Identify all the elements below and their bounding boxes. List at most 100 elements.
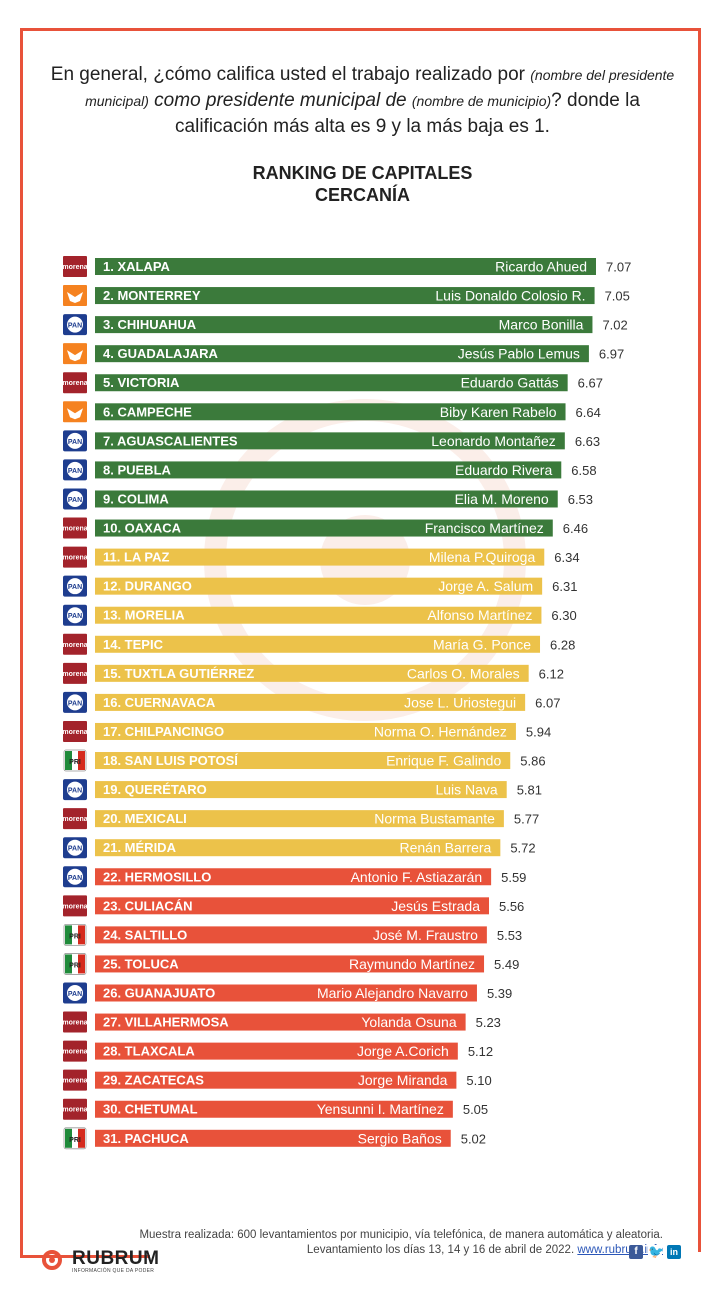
question-part-2: como presidente municipal de bbox=[154, 90, 407, 111]
bar-mayor-name: Jorge A.Corich bbox=[357, 1043, 449, 1059]
pan-logo-text: PAN bbox=[68, 991, 82, 998]
bar-city-label: 7. AGUASCALIENTES bbox=[103, 433, 238, 448]
bar-mayor-name: Luis Donaldo Colosio R. bbox=[435, 288, 585, 304]
morena-logo-icon: morena bbox=[62, 256, 88, 277]
pan-logo-circle bbox=[67, 461, 83, 478]
pri-logo-text: PRI bbox=[69, 1137, 81, 1144]
bar-value-label: 6.46 bbox=[563, 521, 588, 536]
bar-row: morena 27. VILLAHERMOSA Yolanda Osuna 5.23 bbox=[62, 1011, 501, 1033]
bar-row: morena 23. CULIACÁN Jesús Estrada 5.56 bbox=[62, 895, 524, 917]
pan-logo-icon: PAN bbox=[63, 488, 87, 510]
bar-value-label: 5.05 bbox=[463, 1102, 488, 1117]
morena-logo-icon: morena bbox=[62, 1011, 88, 1033]
pan-logo-icon: PAN bbox=[63, 866, 87, 888]
bar-city-label: 19. QUERÉTARO bbox=[103, 782, 207, 797]
pri-logo-icon: PRI bbox=[63, 1127, 87, 1150]
bar bbox=[95, 490, 558, 508]
bar-row: PAN 21. MÉRIDA Renán Barrera 5.72 bbox=[63, 837, 536, 859]
bar-row: morena 10. OAXACA Francisco Martínez 6.46 bbox=[62, 517, 588, 539]
bar-city-label: 4. GUADALAJARA bbox=[103, 346, 218, 361]
pan-logo-icon: PAN bbox=[63, 779, 87, 801]
pri-logo-text: PRI bbox=[69, 962, 81, 969]
bar-mayor-name: Renán Barrera bbox=[400, 840, 492, 856]
morena-logo-text: morena bbox=[62, 380, 87, 387]
bar-mayor-name: José M. Fraustro bbox=[373, 927, 478, 943]
bar-value-label: 6.97 bbox=[599, 347, 624, 362]
bar-city-label: 31. PACHUCA bbox=[103, 1131, 189, 1146]
pan-logo-text: PAN bbox=[68, 584, 82, 591]
pri-logo-green bbox=[65, 751, 72, 771]
bar bbox=[95, 403, 566, 421]
bar bbox=[95, 810, 504, 828]
pan-logo-circle bbox=[67, 432, 83, 449]
bar bbox=[95, 897, 489, 915]
bar bbox=[95, 374, 568, 392]
morena-logo-text: morena bbox=[62, 1078, 87, 1085]
bar-value-label: 6.53 bbox=[568, 492, 593, 507]
rubrum-logo: RUBRUM INFORMACIÓN QUE DA PODER bbox=[40, 1247, 170, 1277]
facebook-icon[interactable]: f bbox=[629, 1245, 643, 1259]
bar-city-label: 21. MÉRIDA bbox=[103, 840, 177, 855]
morena-logo-icon: morena bbox=[62, 633, 88, 655]
bar bbox=[95, 577, 543, 595]
mc-logo-bg bbox=[63, 401, 87, 423]
twitter-icon[interactable]: 🐦 bbox=[648, 1244, 665, 1259]
bar-mayor-name: Milena P.Quiroga bbox=[429, 549, 536, 565]
pri-logo-icon: PRI bbox=[63, 923, 87, 946]
bar-value-label: 6.30 bbox=[551, 608, 576, 623]
bar-value-label: 6.07 bbox=[535, 695, 560, 710]
bar-value-label: 6.12 bbox=[539, 666, 564, 681]
bar bbox=[95, 258, 596, 275]
bar bbox=[95, 606, 542, 624]
bar-city-label: 10. OAXACA bbox=[103, 521, 182, 536]
pan-logo-icon: PAN bbox=[63, 837, 87, 859]
bar-mayor-name: Elia M. Moreno bbox=[455, 491, 549, 507]
bar-row: PRI 31. PACHUCA Sergio Baños 5.02 bbox=[63, 1127, 486, 1150]
bar-value-label: 5.86 bbox=[520, 754, 545, 769]
bar-value-label: 5.77 bbox=[514, 812, 539, 827]
bar-row: PRI 24. SALTILLO José M. Fraustro 5.53 bbox=[63, 923, 522, 946]
bar-mayor-name: Antonio F. Astiazarán bbox=[351, 869, 483, 885]
bar-row: morena 11. LA PAZ Milena P.Quiroga 6.34 bbox=[62, 546, 580, 568]
bar bbox=[95, 868, 492, 886]
mc-eagle-icon bbox=[67, 292, 83, 304]
pan-logo-icon: PAN bbox=[63, 982, 87, 1004]
bar bbox=[95, 519, 553, 537]
pan-logo-text: PAN bbox=[68, 875, 82, 882]
pri-logo-text: PRI bbox=[69, 933, 81, 940]
bar-row: PAN 16. CUERNAVACA Jose L. Uriostegui 6.07 bbox=[63, 691, 560, 713]
frame-gap bbox=[150, 1252, 710, 1264]
bar-city-label: 16. CUERNAVACA bbox=[103, 695, 216, 710]
bar bbox=[95, 722, 516, 740]
bar-value-label: 7.05 bbox=[605, 289, 630, 304]
morena-logo-bg bbox=[63, 1011, 87, 1033]
bar-row: morena 17. CHILPANCINGO Norma O. Hernández… bbox=[62, 720, 551, 742]
morena-logo-bg bbox=[63, 662, 87, 684]
bar-row: morena 30. CHETUMAL Yensunni I. Martínez 5.… bbox=[62, 1098, 488, 1120]
pan-logo-circle bbox=[67, 694, 83, 711]
bar-value-label: 5.49 bbox=[494, 957, 519, 972]
bar bbox=[95, 635, 541, 653]
bar bbox=[95, 1042, 458, 1060]
bar-city-label: 17. CHILPANCINGO bbox=[103, 724, 224, 739]
chart-title-block: RANKING DE CAPITALES CERCANÍA bbox=[0, 162, 725, 206]
morena-logo-bg bbox=[63, 633, 87, 655]
bar-row: PRI 18. SAN LUIS POTOSÍ Enrique F. Galindo… bbox=[63, 749, 546, 772]
bar-city-label: 6. CAMPECHE bbox=[103, 404, 192, 419]
bar-city-label: 1. XALAPA bbox=[103, 259, 171, 274]
bar-city-label: 5. VICTORIA bbox=[103, 375, 180, 390]
bar-row: PAN 26. GUANAJUATO Mario Alejandro Navarro… bbox=[63, 982, 512, 1004]
pan-logo-text: PAN bbox=[68, 846, 82, 853]
bar-value-label: 5.59 bbox=[501, 870, 526, 885]
bar bbox=[95, 432, 565, 450]
pan-logo-circle bbox=[67, 985, 83, 1001]
pan-logo-icon: PAN bbox=[63, 314, 87, 336]
mc-logo-icon bbox=[63, 401, 87, 423]
morena-logo-text: morena bbox=[62, 1049, 87, 1056]
bar bbox=[95, 316, 593, 334]
morena-logo-text: morena bbox=[62, 729, 87, 736]
brand-name: RUBRUM bbox=[72, 1248, 160, 1269]
bar-row: PAN 8. PUEBLA Eduardo Rivera 6.58 bbox=[63, 459, 597, 481]
morena-logo-text: morena bbox=[62, 1020, 87, 1027]
linkedin-icon[interactable]: in bbox=[667, 1245, 681, 1259]
